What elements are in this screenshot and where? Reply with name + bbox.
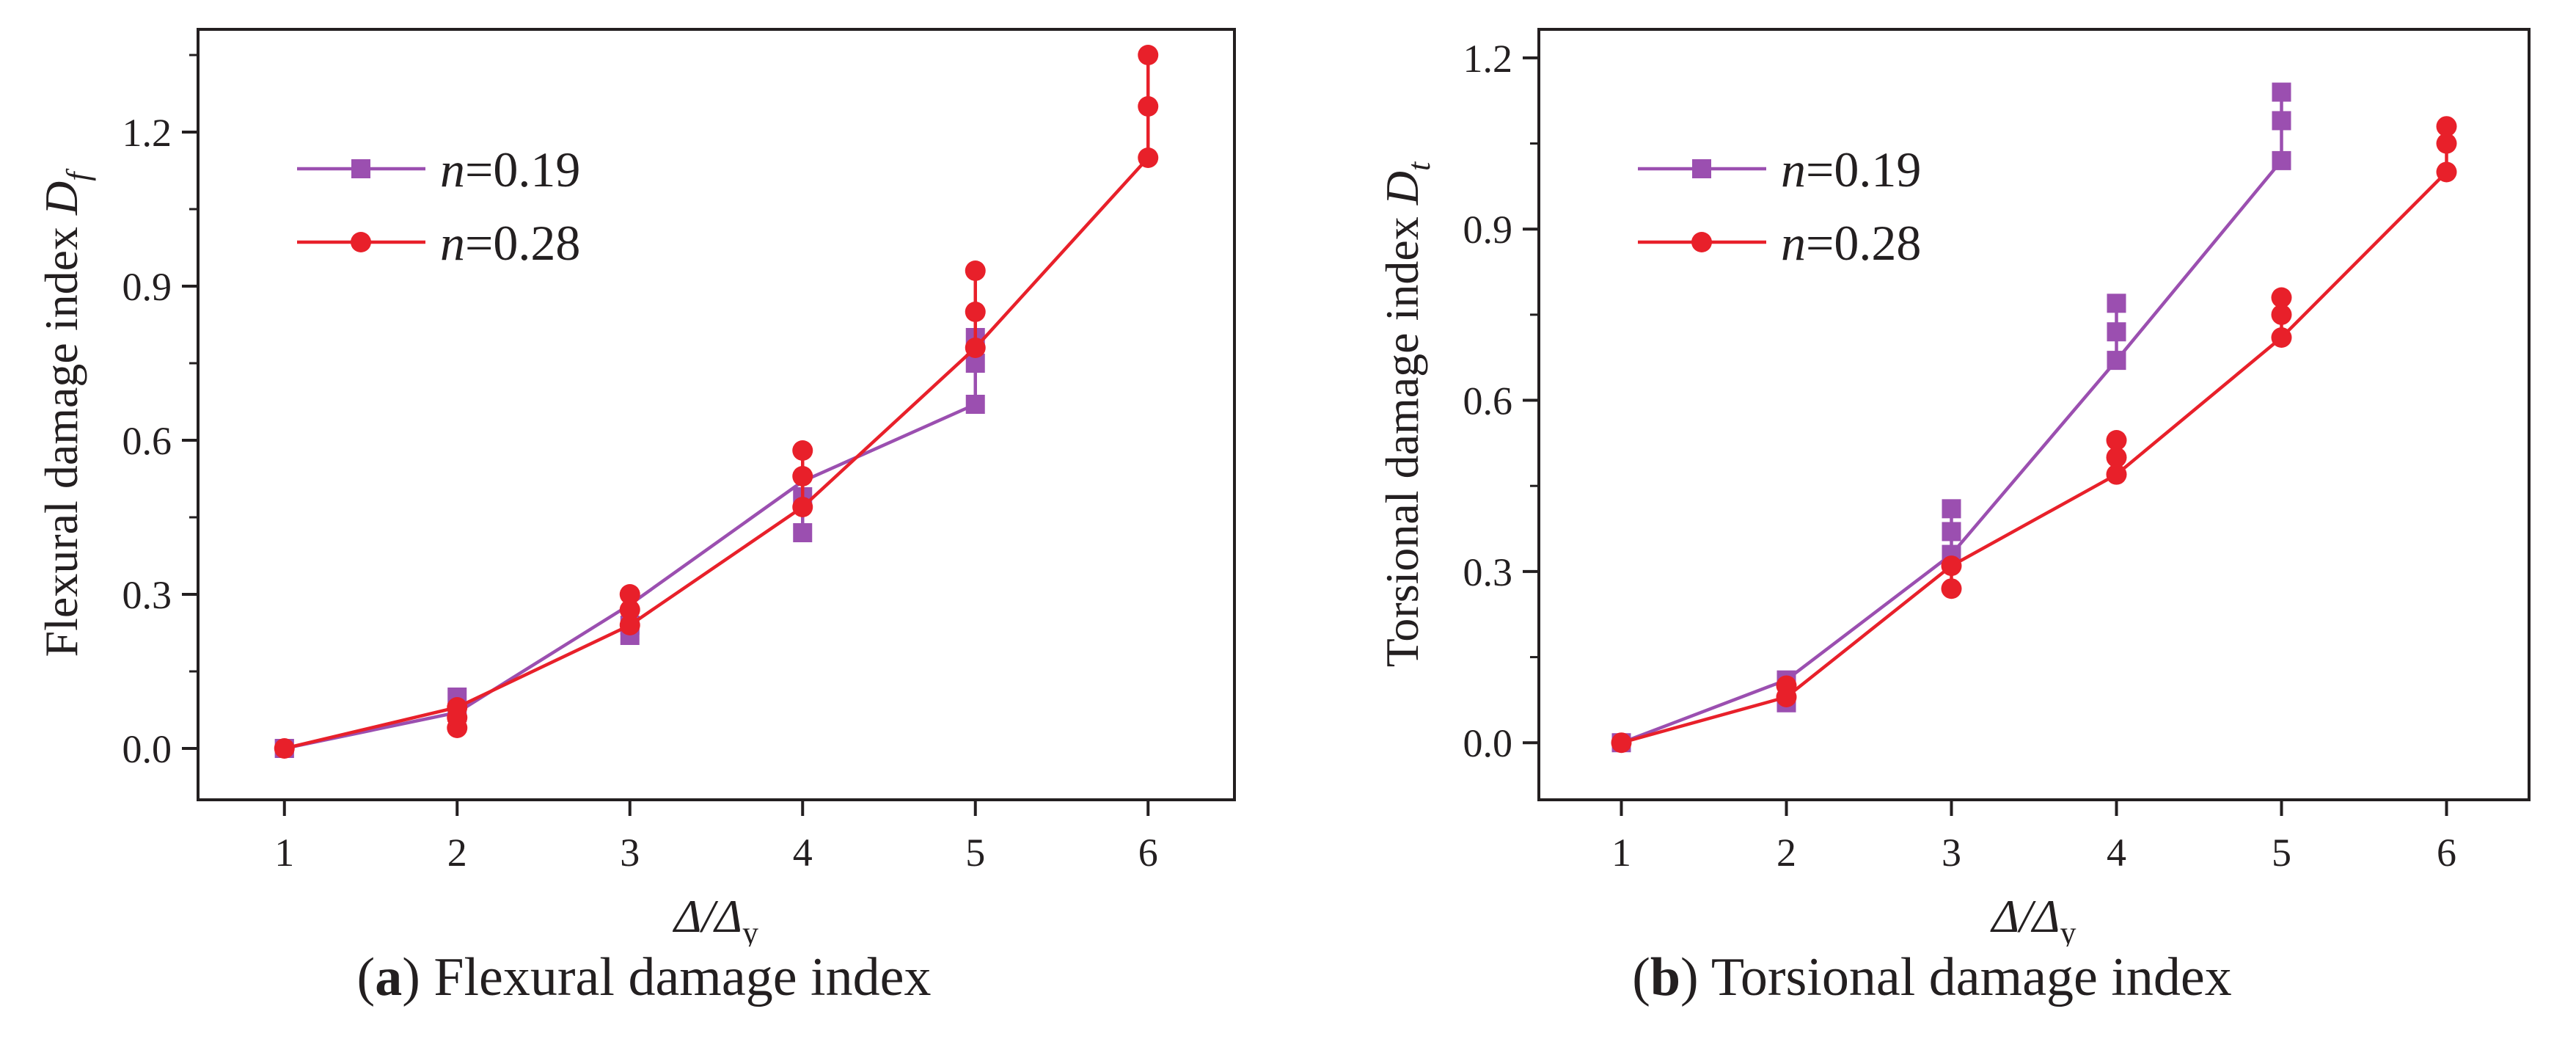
data-point-square [965,395,985,414]
data-point-circle [1138,45,1159,65]
legend-label: n=0.19 [1781,142,1921,197]
legend-marker-circle [351,232,371,252]
series-n=0.19 [1611,82,2291,753]
data-point-square [1942,522,1961,542]
y-tick-label: 0.6 [122,419,172,463]
series-n=0.28 [274,45,1159,759]
panel-b: 1 2 3 4 5 6 0.0 0.3 0.6 0.9 1.2 Δ/Δy Torsional damag… [1288,0,2576,1039]
data-point-circle [2106,464,2127,485]
data-point-square [2272,111,2291,131]
data-point-circle [619,584,640,605]
caption-a: (a) Flexural damage index [356,947,932,1007]
data-point-circle [1611,732,1632,754]
y-tick-label: 0.9 [122,265,172,309]
panel-a: 1 2 3 4 5 6 0.0 0.3 0.6 0.9 1.2 Δ/Δy Flexural damage… [35,28,1236,1007]
data-point-circle [2436,133,2457,154]
y-tick-label: 0.9 [1463,208,1513,252]
data-point-circle [2106,447,2127,468]
data-point-circle [1776,675,1797,696]
legend-label: n=0.19 [440,142,580,197]
x-tick-label: 1 [1611,831,1631,875]
legend-marker-square [1692,159,1711,178]
legend-marker-circle [1691,232,1712,252]
data-point-circle [792,440,813,461]
data-point-circle [447,697,468,718]
plot-frame [197,28,1236,801]
data-point-circle [792,497,813,517]
y-tick-label: 0.6 [1463,379,1513,423]
x-axis-label: Δ/Δy [1990,890,2076,947]
x-tick-label: 3 [620,831,640,875]
plot-frame [1537,28,2531,801]
y-axis-label: Torsional damage index Dt [1376,161,1437,667]
series-line [1620,159,2283,745]
series-line [1620,170,2448,745]
data-point-circle [965,260,986,281]
caption-text: Flexural damage index [433,947,932,1007]
series-n=0.28 [1611,116,2457,754]
data-point-circle [965,338,986,358]
flexural-damage-chart: 1 2 3 4 5 6 0.0 0.3 0.6 0.9 1.2 Δ/Δy Flexural damage… [35,28,1236,947]
x-tick-label: 2 [1777,831,1796,875]
caption-letter: a [375,947,403,1007]
data-point-circle [619,615,640,635]
data-point-circle [792,466,813,486]
series-line [284,156,1149,751]
x-axis-label: Δ/Δy [672,890,758,947]
x-tick-label: 5 [965,831,985,875]
caption-b: (b) Torsional damage index [1632,947,2232,1007]
data-point-circle [1941,578,1962,599]
x-tick-label: 6 [1138,831,1158,875]
data-point-circle [1138,96,1159,117]
legend-marker-square [351,159,370,178]
data-point-circle [2271,287,2292,308]
y-tick-label: 0.3 [1463,550,1513,594]
x-tick-label: 4 [2107,831,2126,875]
data-point-circle [2436,161,2457,183]
data-point-square [2107,351,2126,371]
data-point-square [2272,150,2291,170]
legend-label: n=0.28 [1781,215,1921,271]
data-point-circle [2271,327,2292,348]
data-point-square [2272,82,2291,102]
y-tick-label: 1.2 [1463,37,1513,81]
data-point-square [2107,322,2126,342]
x-tick-label: 4 [793,831,813,875]
data-point-circle [619,599,640,620]
x-tick-label: 3 [1942,831,1961,875]
data-point-circle [1138,147,1159,168]
y-tick-label: 0.0 [1463,721,1513,765]
y-tick-label: 0.0 [122,727,172,771]
data-point-circle [274,738,295,759]
torsional-damage-chart: 1 2 3 4 5 6 0.0 0.3 0.6 0.9 1.2 Δ/Δy Torsional damag… [1376,28,2531,947]
x-tick-label: 5 [2272,831,2291,875]
series-n=0.19 [274,328,985,758]
y-tick-label: 0.3 [122,573,172,617]
data-point-circle [2106,430,2127,451]
data-point-square [793,523,813,542]
data-point-circle [965,302,986,322]
data-point-circle [2271,304,2292,325]
data-point-square [2107,294,2126,313]
y-axis-label: Flexural damage index Df [35,168,96,657]
series-line [284,402,976,751]
data-point-circle [2436,116,2457,137]
x-tick-label: 1 [274,831,294,875]
caption-text: Torsional damage index [1710,947,2232,1007]
x-tick-label: 6 [2437,831,2456,875]
y-tick-label: 1.2 [122,111,172,155]
x-tick-label: 2 [447,831,467,875]
legend-label: n=0.28 [440,215,580,271]
data-point-square [1942,499,1961,519]
caption-letter: b [1650,947,1681,1007]
data-point-circle [1941,555,1962,577]
